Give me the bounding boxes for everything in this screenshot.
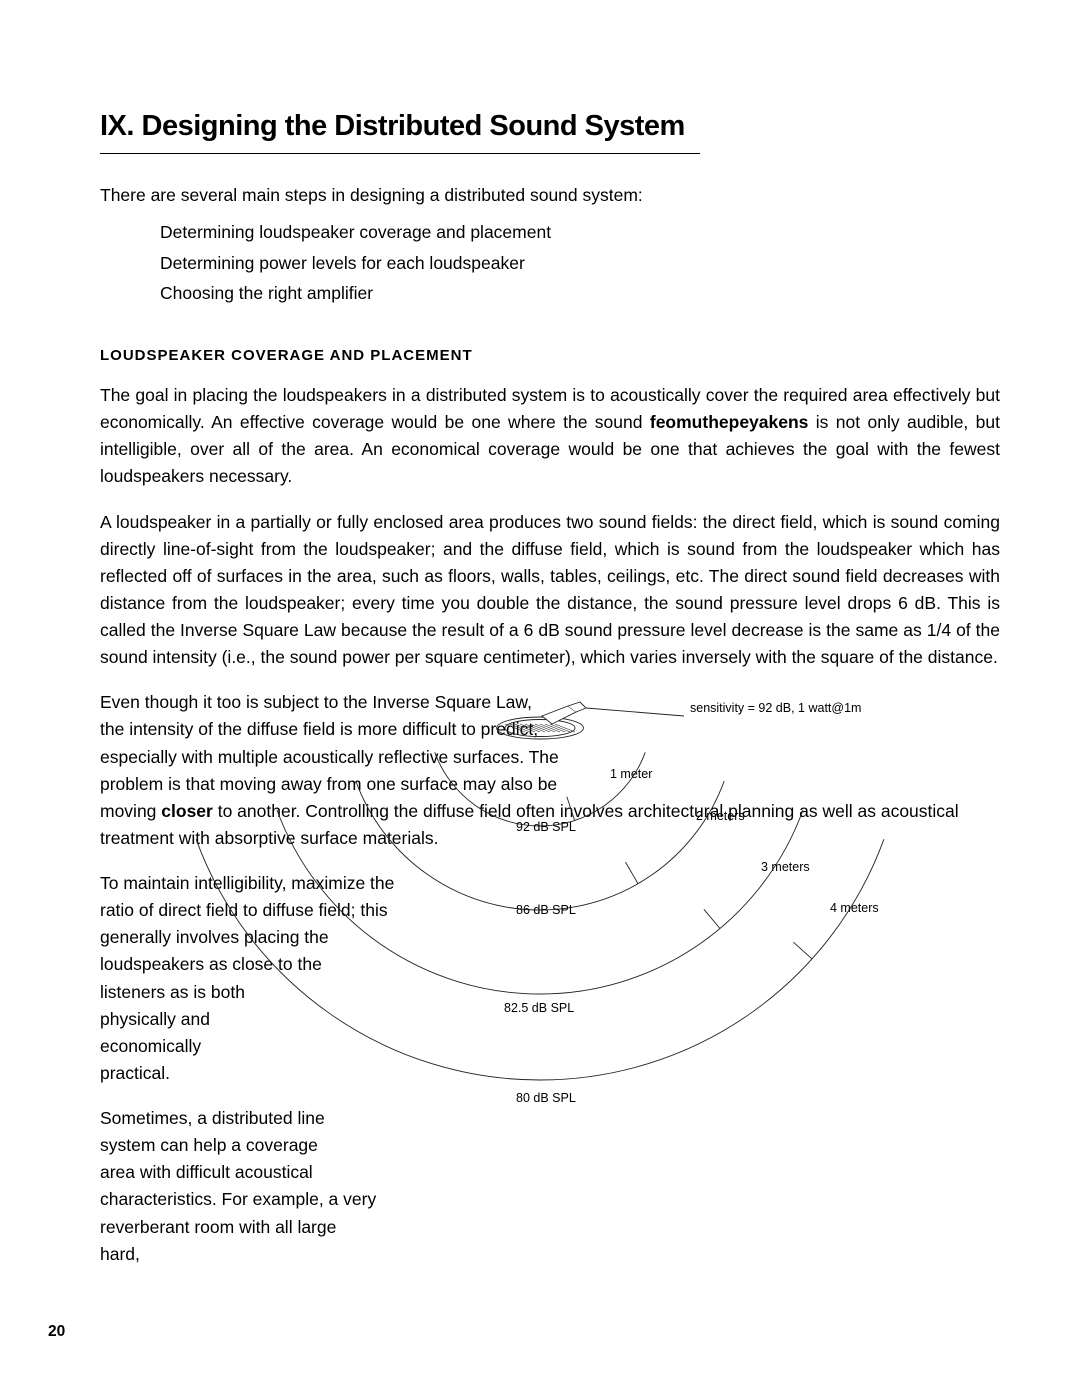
list-item: Determining power levels for each loudsp…: [160, 248, 1000, 279]
overprinted-text: feomuthepeyakens: [650, 412, 809, 432]
overprinted-text: closer: [161, 801, 213, 821]
intro-text: There are several main steps in designin…: [100, 182, 1000, 209]
title-rule: [100, 153, 700, 154]
svg-text:80 dB SPL: 80 dB SPL: [516, 1091, 576, 1105]
paragraph: A loudspeaker in a partially or fully en…: [100, 509, 1000, 672]
list-item: Determining loudspeaker coverage and pla…: [160, 217, 1000, 248]
steps-list: Determining loudspeaker coverage and pla…: [160, 217, 1000, 309]
text: to another. Controlling the diffuse fiel…: [100, 801, 959, 848]
paragraph: The goal in placing the loudspeakers in …: [100, 382, 1000, 491]
list-item: Choosing the right amplifier: [160, 278, 1000, 309]
subheading: LOUDSPEAKER COVERAGE AND PLACEMENT: [100, 347, 1000, 364]
page: IX. Designing the Distributed Sound Syst…: [0, 0, 1080, 1397]
page-number: 20: [48, 1323, 65, 1341]
section-title: IX. Designing the Distributed Sound Syst…: [100, 110, 1000, 143]
